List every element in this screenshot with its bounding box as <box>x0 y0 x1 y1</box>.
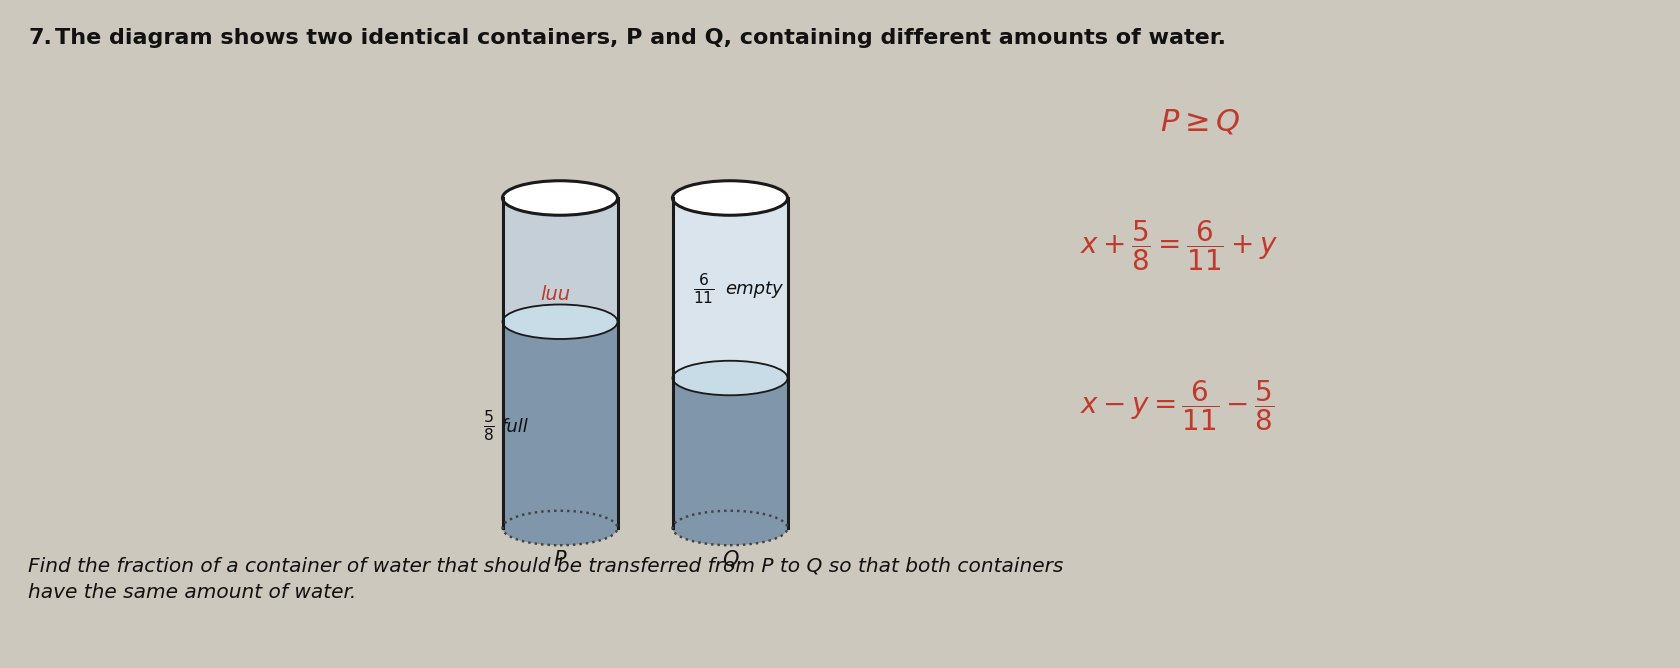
Bar <box>502 322 618 528</box>
Ellipse shape <box>672 181 788 215</box>
Text: The diagram shows two identical containers, P and Q, containing different amount: The diagram shows two identical containe… <box>55 28 1226 48</box>
Text: P: P <box>554 550 566 570</box>
Text: Q: Q <box>722 550 738 570</box>
Bar <box>502 198 618 322</box>
Text: $\frac{5}{8}$: $\frac{5}{8}$ <box>482 407 494 443</box>
Text: have the same amount of water.: have the same amount of water. <box>29 583 356 602</box>
Text: 7.: 7. <box>29 28 52 48</box>
Bar <box>672 198 788 378</box>
Text: luu: luu <box>539 285 570 304</box>
Ellipse shape <box>502 305 618 339</box>
Text: $x + \dfrac{5}{8} = \dfrac{6}{11} + y$: $x + \dfrac{5}{8} = \dfrac{6}{11} + y$ <box>1080 218 1278 273</box>
Text: empty: empty <box>726 280 783 298</box>
Ellipse shape <box>502 181 618 215</box>
Text: $\frac{6}{11}$: $\frac{6}{11}$ <box>694 271 716 307</box>
Bar <box>672 378 788 528</box>
Text: full: full <box>501 418 528 436</box>
Text: Find the fraction of a container of water that should be transferred from P to Q: Find the fraction of a container of wate… <box>29 556 1063 575</box>
Ellipse shape <box>672 361 788 395</box>
Text: $P \geq Q$: $P \geq Q$ <box>1159 108 1240 137</box>
Text: $x - y = \dfrac{6}{11} - \dfrac{5}{8}$: $x - y = \dfrac{6}{11} - \dfrac{5}{8}$ <box>1080 378 1273 433</box>
Ellipse shape <box>672 511 788 545</box>
Ellipse shape <box>502 511 618 545</box>
